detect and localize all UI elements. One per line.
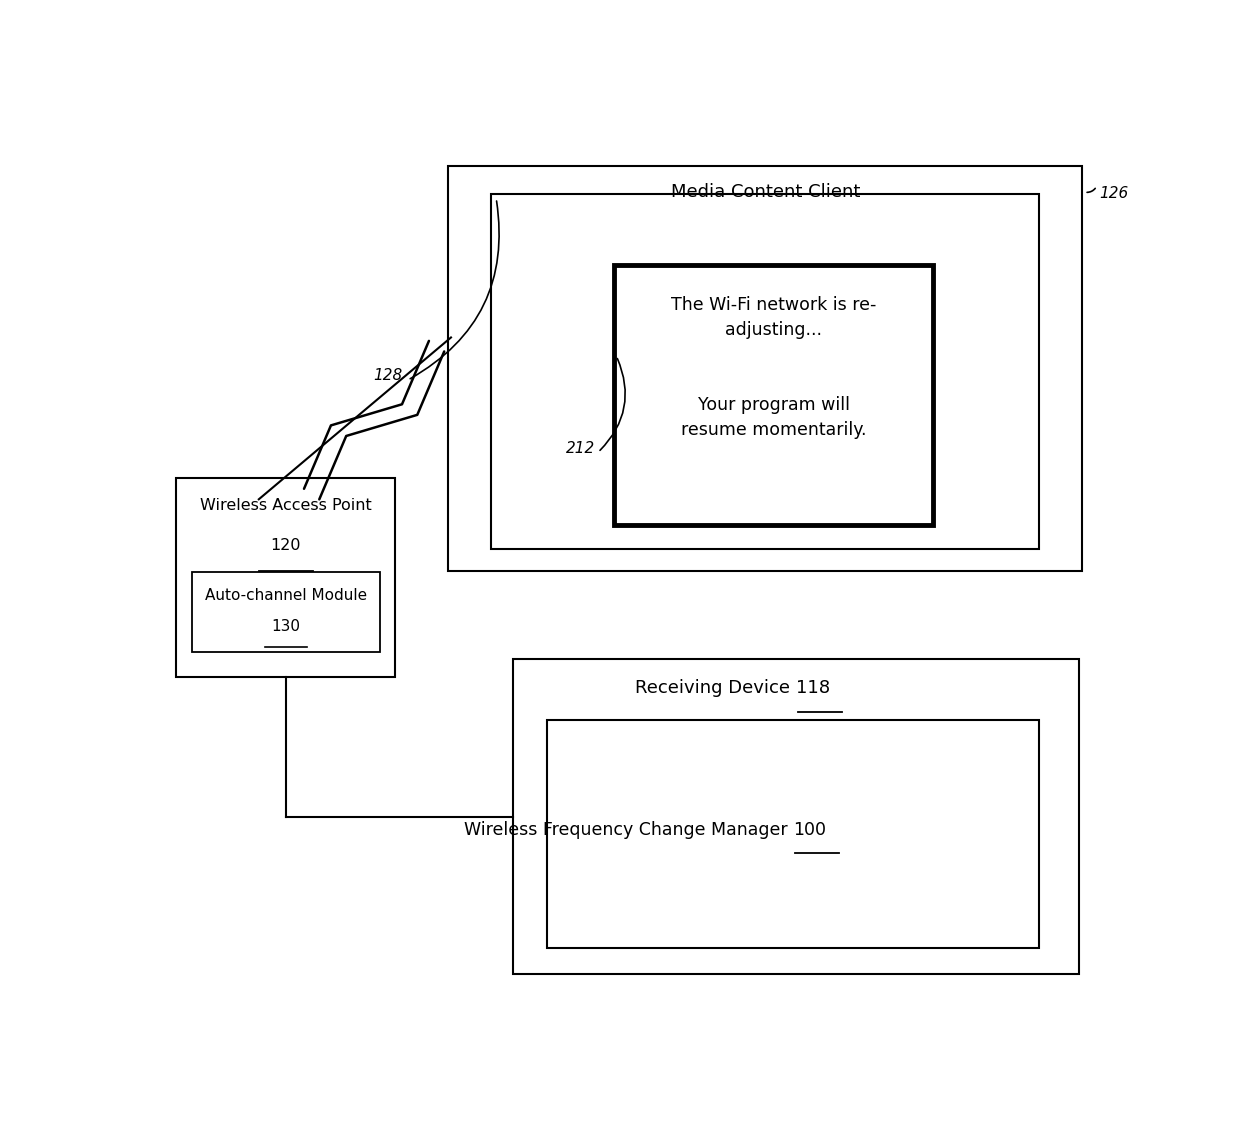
Text: Wireless Access Point: Wireless Access Point: [200, 497, 372, 513]
Text: 100: 100: [794, 820, 826, 838]
Text: 118: 118: [796, 678, 830, 696]
Bar: [547, 720, 1039, 948]
Text: Your program will
resume momentarily.: Your program will resume momentarily.: [681, 396, 867, 438]
Text: 120: 120: [270, 538, 301, 553]
Text: The Wi-Fi network is re-
adjusting...: The Wi-Fi network is re- adjusting...: [671, 296, 877, 339]
Bar: [614, 266, 934, 524]
Text: Auto-channel Module: Auto-channel Module: [205, 588, 367, 603]
Bar: [191, 573, 379, 652]
Text: Wireless Frequency Change Manager: Wireless Frequency Change Manager: [464, 820, 794, 838]
Bar: [176, 478, 396, 677]
Bar: [491, 194, 1039, 549]
Text: Media Content Client: Media Content Client: [671, 183, 859, 201]
Bar: [513, 660, 1079, 974]
Text: 212: 212: [565, 442, 595, 457]
Text: Receiving Device: Receiving Device: [635, 678, 796, 696]
Text: 126: 126: [1100, 185, 1128, 200]
Text: 130: 130: [272, 619, 300, 634]
Text: 128: 128: [373, 368, 403, 383]
Bar: [448, 166, 1083, 571]
